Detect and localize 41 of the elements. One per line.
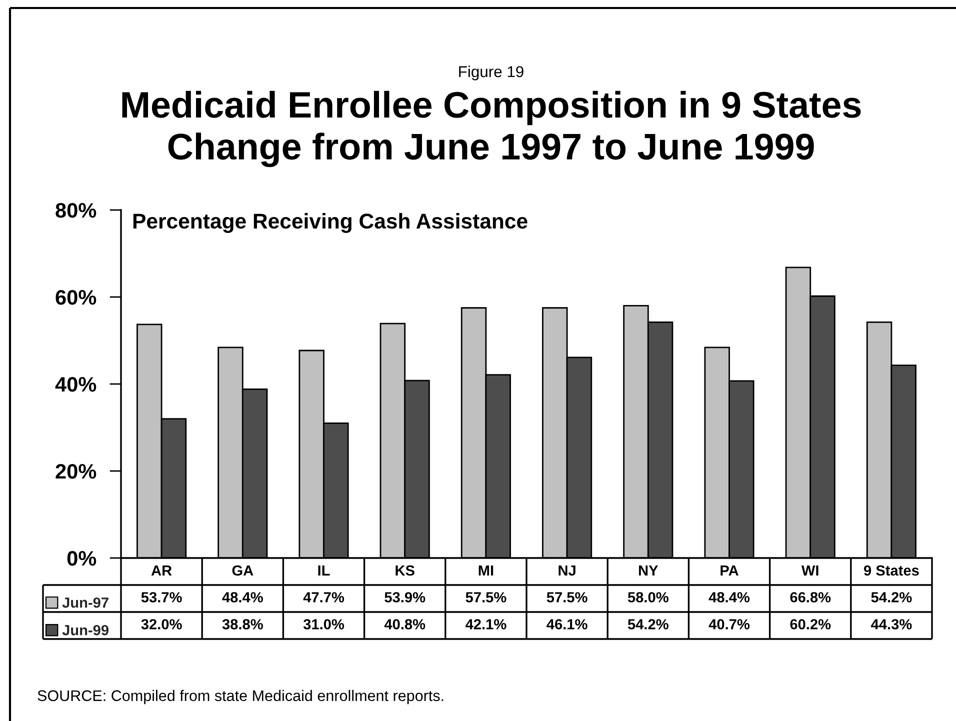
data-label: 40.7% [708,619,750,630]
data-label: 32.0% [141,619,182,630]
x-tick-label: GA [232,565,254,576]
y-tick-label: 40% [55,377,96,392]
caption: Figure 19 [459,66,524,80]
data-label: 44.3% [870,619,912,630]
x-tick-label: NY [638,565,658,576]
data-label: 58.0% [628,592,668,602]
y-tick-label: 0% [67,551,96,566]
x-tick-label: IL [318,565,330,576]
data-label: 42.1% [465,619,506,630]
data-label: 38.8% [222,619,263,630]
data-label: 31.0% [303,619,344,630]
x-tick-label: NJ [558,565,576,576]
y-tick-label: 80% [56,203,96,218]
x-tick-label: 9 States [864,565,919,576]
y-tick-label: 20% [56,464,96,479]
data-label: 48.4% [708,592,750,602]
data-label: 57.5% [546,592,588,602]
legend-label: Jun-97 [62,597,108,608]
chart-title: Medicaid Enrollee Composition in 9 States Change from June 1997 to June 1999 [122,90,861,168]
data-label: 66.8% [790,592,831,602]
chart-subtitle: Percentage Receiving Cash Assistance [133,213,528,233]
x-tick-label: PA [720,565,738,576]
data-label: 54.2% [628,619,668,630]
data-label: 47.7% [303,592,344,602]
legend-label: Jun-99 [62,624,109,636]
data-label: 53.9% [384,592,426,602]
data-label: 40.8% [384,619,426,630]
x-tick-label: AR [151,565,172,576]
data-label: 53.7% [141,592,182,602]
data-label: 46.1% [546,619,588,630]
x-tick-label: WI [801,565,818,576]
x-tick-label: MI [478,565,494,576]
data-label: 48.4% [222,592,263,602]
data-label: 54.2% [871,592,912,602]
x-tick-label: KS [396,565,414,576]
data-label: 60.2% [790,619,831,630]
source-note: SOURCE: Compiled from state Medicaid enrollment reports. [38,690,444,704]
data-label: 57.5% [466,592,506,602]
y-tick-label: 60% [56,290,96,305]
